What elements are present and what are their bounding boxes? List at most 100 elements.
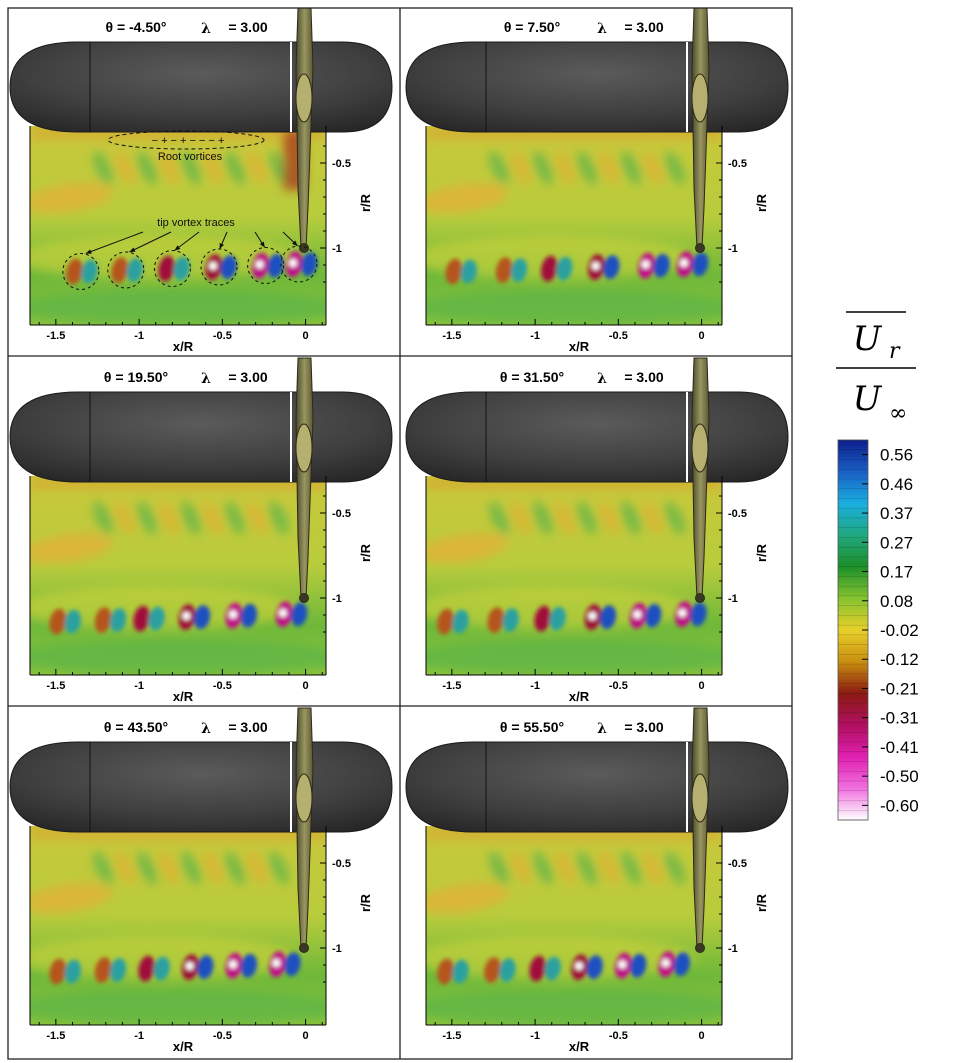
panel-lambda-symbol: λ	[201, 721, 211, 737]
panel-lambda-symbol: λ	[597, 371, 607, 387]
x-tick-label: -1.5	[442, 1030, 461, 1042]
colorbar-level-label: -0.02	[880, 621, 919, 640]
tip-vortex	[495, 257, 528, 283]
y-tick-label: -1	[728, 593, 738, 605]
colorbar-title-denominator: U	[853, 379, 883, 419]
tip-vortex	[94, 607, 127, 633]
panel-lambda-value: = 3.00	[624, 719, 664, 735]
tip-vortex-circle	[247, 247, 285, 284]
tip-vortex	[437, 958, 469, 985]
velocity-field	[426, 126, 722, 325]
axes	[29, 826, 327, 1026]
x-tick-label: 0	[699, 1030, 705, 1042]
tip-vortex-traces	[437, 951, 691, 985]
x-tick-label: -0.5	[213, 1030, 232, 1042]
y-axis-label: r/R	[358, 893, 373, 912]
panel-3: -1.5 -1 -0.5 0 -0.5 -1 x/R r/R θ = 19.50° λ = 3.00	[9, 357, 393, 704]
x-tick-label: -1	[530, 330, 540, 342]
colorbar-title-denominator-sub: ∞	[889, 401, 907, 426]
tip-vortex	[49, 958, 82, 985]
panel-theta-label: θ = 43.50°	[104, 719, 168, 735]
root-vortex-signs: − + − + − − − +	[152, 135, 225, 147]
annotation-arrow	[85, 231, 144, 254]
tip-vortex	[178, 604, 211, 630]
x-axis-label: x/R	[173, 1039, 194, 1054]
blade-tip	[299, 593, 309, 603]
x-tick-label: -1.5	[46, 330, 65, 342]
panel-lambda-symbol: λ	[201, 371, 211, 387]
tip-vortex-circle	[200, 248, 238, 286]
x-tick-label: -0.5	[213, 330, 232, 342]
tip-vortex	[225, 602, 258, 629]
tip-vortex	[675, 601, 707, 628]
y-axis-label: r/R	[358, 193, 373, 212]
tip-vortex	[181, 954, 214, 980]
y-tick-label: -0.5	[728, 158, 747, 170]
panel-lambda-symbol: λ	[597, 721, 607, 737]
panel-2: -1.5 -1 -0.5 0 -0.5 -1 x/R r/R θ = 7.50° λ = 3.00	[405, 7, 789, 354]
tip-vortex	[614, 952, 647, 979]
tip-vortex	[66, 258, 98, 285]
velocity-field	[30, 126, 326, 325]
nacelle-hub	[9, 741, 393, 833]
tip-vortex	[529, 955, 561, 982]
tip-vortex	[138, 955, 170, 982]
y-axis-label: r/R	[754, 543, 769, 562]
x-tick-label: -1	[134, 680, 144, 692]
colorbar-level-label: 0.46	[880, 475, 913, 494]
annotation-arrow	[129, 231, 172, 253]
nacelle-hub	[405, 391, 789, 483]
y-tick-label: -1	[332, 593, 342, 605]
tip-vortex	[269, 951, 301, 978]
x-tick-label: -0.5	[609, 330, 628, 342]
colorbar-level-label: -0.31	[880, 709, 919, 728]
tip-vortex	[445, 258, 478, 285]
x-tick-label: 0	[699, 680, 705, 692]
y-tick-label: -1	[728, 943, 738, 955]
tip-vortex	[285, 251, 318, 278]
x-tick-label: -1	[530, 1030, 540, 1042]
tip-vortex	[49, 608, 82, 635]
colorbar-title-numerator-sub: r	[889, 339, 901, 364]
tip-vortex-traces	[437, 601, 707, 635]
tip-vortex	[534, 605, 566, 632]
colorbar-level-label: 0.27	[880, 533, 913, 552]
turbine-blade	[295, 357, 314, 603]
y-tick-label: -1	[332, 943, 342, 955]
colorbar-level-label: 0.08	[880, 592, 913, 611]
panel-theta-label: θ = 31.50°	[500, 369, 564, 385]
colorbar-level-label: -0.12	[880, 650, 919, 669]
tip-vortex	[437, 608, 469, 635]
annotations: − + − + − − − + Root vortices tip vortex t…	[62, 130, 318, 290]
tip-vortex-traces	[49, 601, 308, 635]
x-tick-label: 0	[699, 330, 705, 342]
x-tick-label: -1	[134, 330, 144, 342]
tip-vortex-traces	[66, 251, 318, 285]
tip-vortex	[676, 251, 709, 278]
panel-lambda-symbol: λ	[597, 21, 607, 37]
y-tick-label: -1	[332, 243, 342, 255]
y-tick-label: -0.5	[728, 858, 747, 870]
tip-vortex	[205, 254, 237, 280]
tip-vortex	[275, 601, 308, 628]
blade-tip	[695, 943, 705, 953]
x-axis-label: x/R	[173, 689, 194, 704]
panel-5: -1.5 -1 -0.5 0 -0.5 -1 x/R r/R θ = 43.50° λ = 3.00	[9, 707, 393, 1054]
tip-vortex	[587, 254, 620, 280]
tip-vortex	[487, 607, 519, 633]
tip-vortex-circle	[280, 245, 318, 283]
tip-vortex	[252, 252, 284, 279]
panel-lambda-symbol: λ	[201, 21, 211, 37]
colorbar-level-label: -0.60	[880, 796, 919, 815]
panel-lambda-value: = 3.00	[228, 19, 268, 35]
panel-frame	[7, 7, 793, 1060]
x-axis-label: x/R	[569, 689, 590, 704]
axes	[29, 476, 327, 676]
y-tick-label: -0.5	[332, 508, 351, 520]
x-axis-label: x/R	[569, 339, 590, 354]
x-axis-label: x/R	[173, 339, 194, 354]
x-tick-label: -0.5	[609, 680, 628, 692]
tip-vortex	[133, 605, 165, 632]
